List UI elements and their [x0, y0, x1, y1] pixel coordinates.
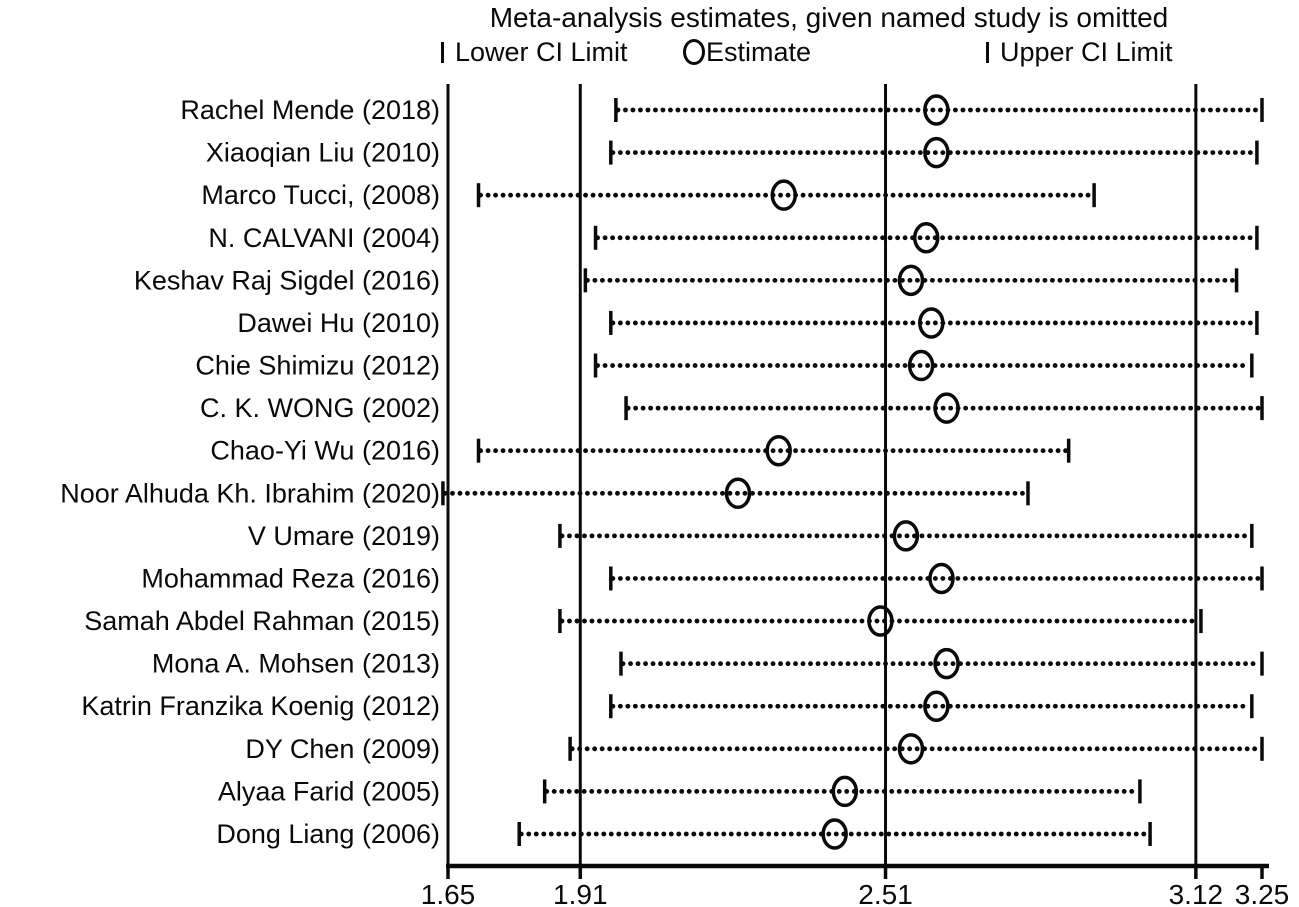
- estimate-circle: [918, 307, 945, 339]
- x-tick-label: 3.12: [1169, 879, 1224, 907]
- estimate-circle: [765, 434, 792, 467]
- study-label: Mohammad Reza (2016): [141, 563, 440, 593]
- estimate-circle: [933, 647, 960, 680]
- legend-item-lower-ci: Lower CI Limit: [441, 37, 628, 67]
- study-label: Dong Liang (2006): [216, 819, 440, 849]
- study-row: Keshav Raj Sigdel (2016): [134, 264, 1239, 297]
- study-row: Dong Liang (2006): [216, 818, 1152, 850]
- study-row: Chie Shimizu (2012): [195, 349, 1254, 382]
- estimate-circle: [821, 818, 848, 850]
- x-tick-label: 3.25: [1235, 879, 1290, 907]
- study-label: Mona A. Mohsen (2013): [152, 649, 440, 679]
- lower-ci-marker-icon: [441, 41, 444, 63]
- study-label: Xiaoqian Liu (2010): [206, 138, 440, 168]
- study-row: Alyaa Farid (2005): [218, 775, 1142, 808]
- x-tick-label: 1.65: [421, 879, 476, 907]
- x-tick-label: 1.91: [553, 879, 608, 907]
- study-row: V Umare (2019): [248, 520, 1254, 552]
- study-row: DY Chen (2009): [245, 733, 1264, 765]
- study-row: Dawei Hu (2010): [237, 307, 1259, 339]
- study-row: Mona A. Mohsen (2013): [152, 647, 1264, 680]
- study-label: C. K. WONG (2002): [200, 393, 440, 423]
- study-row: N. CALVANI (2004): [208, 222, 1259, 254]
- study-label: Marco Tucci, (2008): [201, 180, 440, 210]
- study-label: Katrin Franzika Koenig (2012): [81, 691, 440, 721]
- study-row: Xiaoqian Liu (2010): [206, 136, 1259, 169]
- legend-item-estimate: Estimate: [683, 37, 811, 67]
- upper-ci-marker-icon: [986, 41, 989, 63]
- x-tick-label: 2.51: [858, 879, 913, 907]
- chart-title: Meta-analysis estimates, given named stu…: [489, 2, 1169, 33]
- study-label: Dawei Hu (2010): [237, 308, 440, 338]
- legend-item-upper-ci: Upper CI Limit: [986, 37, 1173, 67]
- estimate-circle: [892, 520, 920, 552]
- study-label: DY Chen (2009): [245, 734, 440, 764]
- study-row: Chao-Yi Wu (2016): [210, 434, 1071, 467]
- estimate-circle: [912, 222, 940, 254]
- study-label: Keshav Raj Sigdel (2016): [134, 265, 440, 295]
- study-row: Rachel Mende (2018): [180, 94, 1264, 126]
- estimate-circle: [897, 264, 925, 297]
- estimate-circle: [724, 477, 752, 510]
- study-row: Mohammad Reza (2016): [141, 562, 1264, 595]
- study-row: Marco Tucci, (2008): [201, 179, 1096, 211]
- study-row: Katrin Franzika Koenig (2012): [81, 690, 1254, 722]
- study-label: Samah Abdel Rahman (2015): [84, 606, 440, 636]
- study-row: Samah Abdel Rahman (2015): [84, 605, 1203, 637]
- study-row: C. K. WONG (2002): [200, 392, 1264, 424]
- study-label: Noor Alhuda Kh. Ibrahim (2020): [60, 478, 440, 508]
- estimate-circle: [867, 605, 894, 637]
- study-label: Rachel Mende (2018): [180, 95, 440, 125]
- estimate-marker-icon: [683, 39, 705, 65]
- study-label: Alyaa Farid (2005): [218, 776, 440, 806]
- study-row: Noor Alhuda Kh. Ibrahim (2020): [60, 477, 1030, 510]
- legend-label-lower-ci: Lower CI Limit: [455, 36, 628, 67]
- estimate-circle: [933, 392, 960, 424]
- estimate-circle: [770, 179, 798, 211]
- study-label: N. CALVANI (2004): [208, 223, 440, 253]
- legend-label-upper-ci: Upper CI Limit: [1000, 36, 1173, 67]
- study-label: Chao-Yi Wu (2016): [210, 436, 440, 466]
- legend-label-estimate: Estimate: [706, 36, 812, 67]
- estimate-circle: [897, 733, 925, 765]
- study-label: Chie Shimizu (2012): [195, 351, 440, 381]
- estimate-circle: [923, 94, 950, 126]
- estimate-circle: [923, 690, 950, 722]
- study-label: V Umare (2019): [248, 521, 440, 551]
- estimate-circle: [831, 775, 859, 808]
- estimate-circle: [928, 562, 955, 595]
- estimate-circle: [907, 349, 935, 382]
- estimate-circle: [923, 136, 950, 169]
